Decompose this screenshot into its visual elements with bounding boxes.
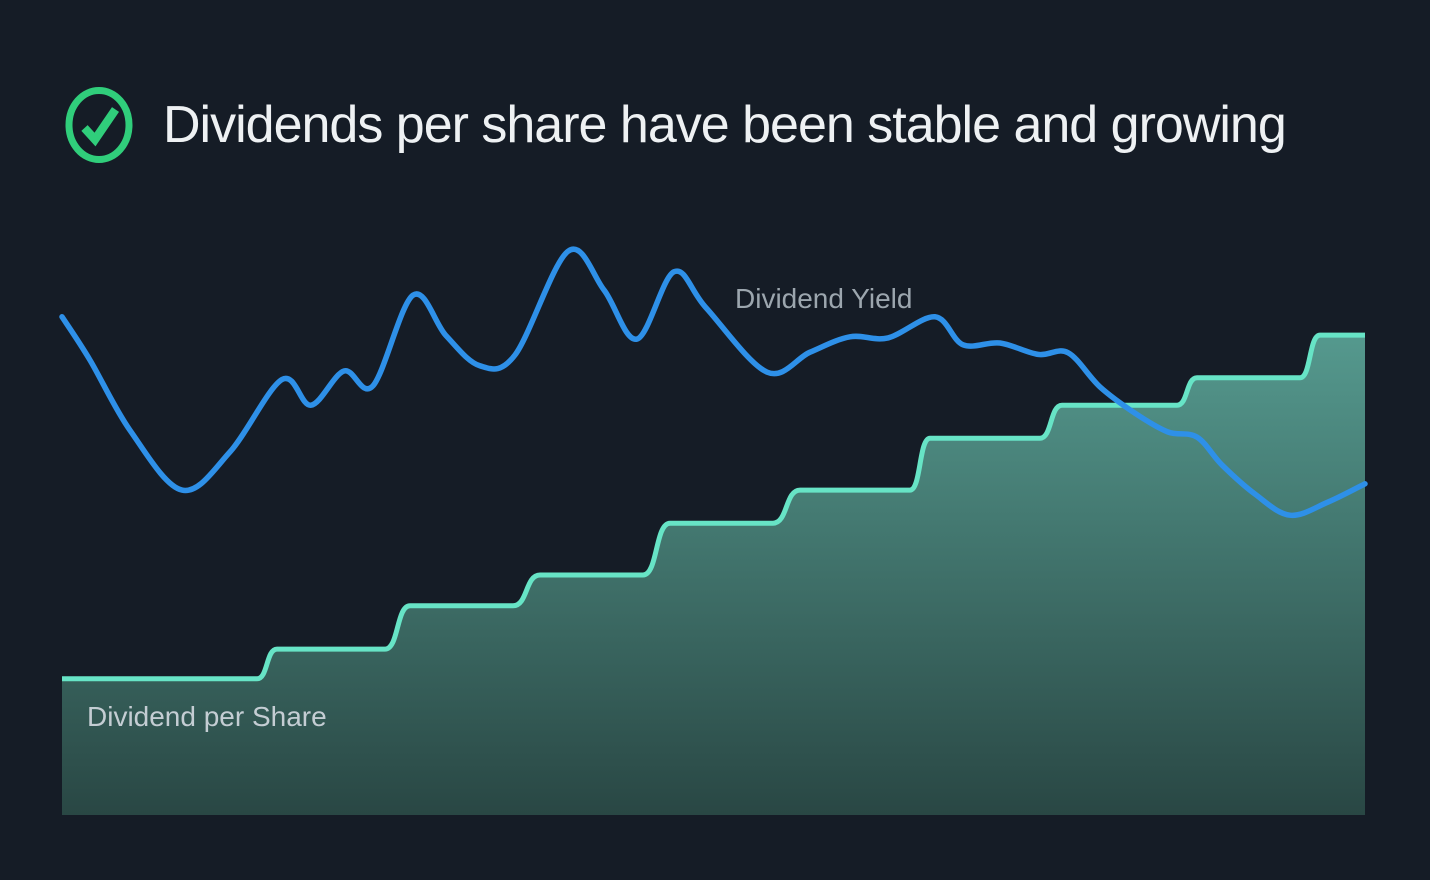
dividend-yield-line xyxy=(59,246,1368,518)
check-circle-ring xyxy=(65,87,133,163)
dividend-per-share-line xyxy=(62,332,1365,682)
dividend-yield-label: Dividend Yield xyxy=(735,283,913,314)
header: Dividends per share have been stable and… xyxy=(64,86,1287,164)
dividend-per-share-label: Dividend per Share xyxy=(87,701,327,732)
page-title: Dividends per share have been stable and… xyxy=(163,96,1287,154)
check-mark xyxy=(81,107,120,147)
dividend-per-share-area xyxy=(62,335,1365,815)
check-circle-icon xyxy=(65,87,133,163)
